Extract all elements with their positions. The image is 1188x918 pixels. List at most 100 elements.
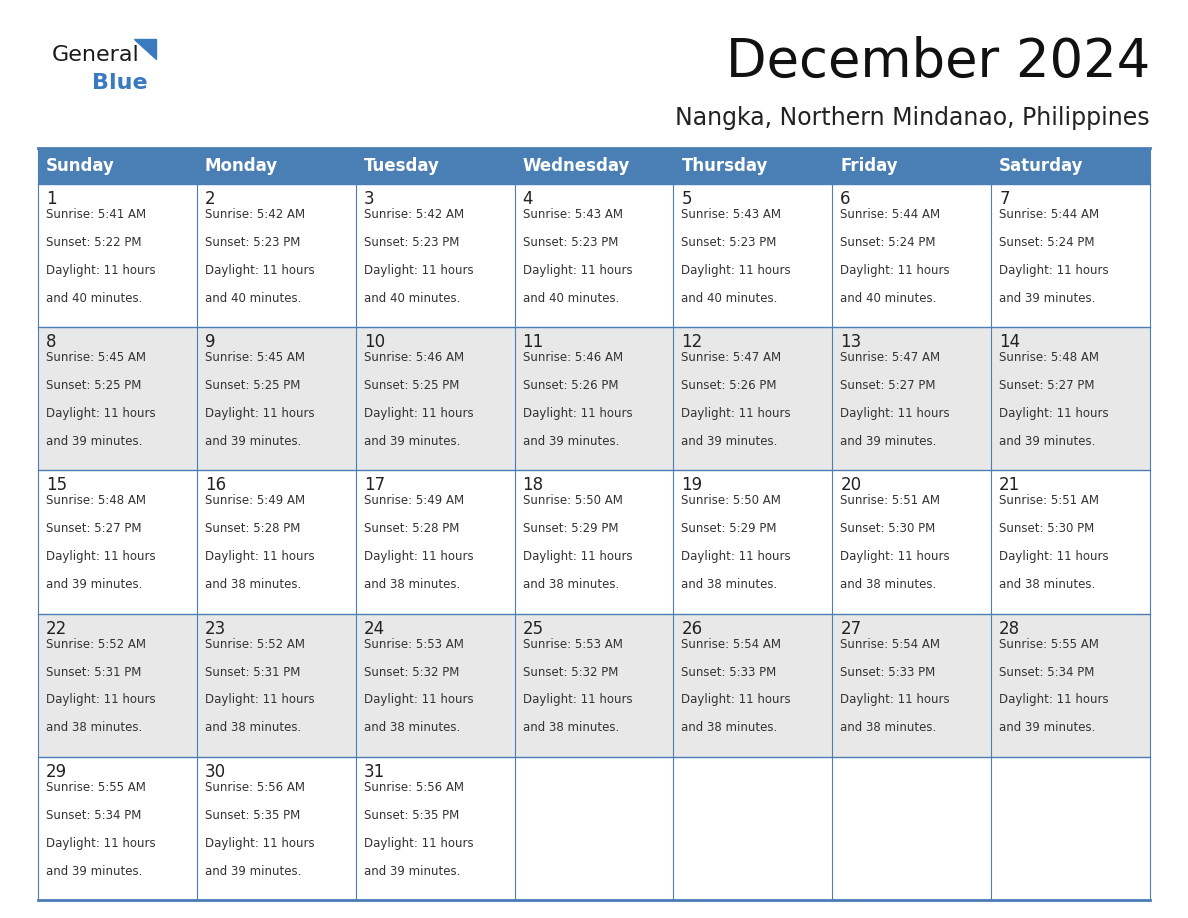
Text: and 39 minutes.: and 39 minutes. xyxy=(999,435,1095,448)
Bar xyxy=(674,470,833,613)
Text: 5: 5 xyxy=(682,190,691,208)
Bar xyxy=(514,613,674,756)
Text: Sunrise: 5:53 AM: Sunrise: 5:53 AM xyxy=(364,638,463,651)
Text: Sunset: 5:27 PM: Sunset: 5:27 PM xyxy=(999,379,1094,392)
Bar xyxy=(355,470,514,613)
Text: 30: 30 xyxy=(204,763,226,781)
Text: Sunset: 5:23 PM: Sunset: 5:23 PM xyxy=(523,236,618,249)
Text: Monday: Monday xyxy=(204,157,278,175)
Text: and 39 minutes.: and 39 minutes. xyxy=(204,865,302,878)
Text: Sunrise: 5:44 AM: Sunrise: 5:44 AM xyxy=(840,208,941,221)
Text: 10: 10 xyxy=(364,333,385,352)
Text: Sunrise: 5:45 AM: Sunrise: 5:45 AM xyxy=(204,352,305,364)
Bar xyxy=(674,327,833,470)
Text: 9: 9 xyxy=(204,333,215,352)
Bar xyxy=(991,184,1150,327)
Text: 31: 31 xyxy=(364,763,385,781)
Text: and 39 minutes.: and 39 minutes. xyxy=(523,435,619,448)
Text: and 38 minutes.: and 38 minutes. xyxy=(523,722,619,734)
Text: and 38 minutes.: and 38 minutes. xyxy=(682,722,778,734)
Text: Daylight: 11 hours: Daylight: 11 hours xyxy=(999,263,1108,277)
Text: and 39 minutes.: and 39 minutes. xyxy=(204,435,302,448)
Text: Daylight: 11 hours: Daylight: 11 hours xyxy=(682,407,791,420)
Text: Sunrise: 5:52 AM: Sunrise: 5:52 AM xyxy=(46,638,146,651)
Text: and 38 minutes.: and 38 minutes. xyxy=(46,722,143,734)
Text: Sunset: 5:23 PM: Sunset: 5:23 PM xyxy=(204,236,301,249)
Bar xyxy=(355,613,514,756)
Bar xyxy=(38,756,197,900)
Text: Sunset: 5:26 PM: Sunset: 5:26 PM xyxy=(682,379,777,392)
Text: 2: 2 xyxy=(204,190,215,208)
Text: Sunset: 5:34 PM: Sunset: 5:34 PM xyxy=(46,809,141,822)
Bar xyxy=(674,613,833,756)
Text: Daylight: 11 hours: Daylight: 11 hours xyxy=(46,263,156,277)
Bar xyxy=(355,327,514,470)
Text: Daylight: 11 hours: Daylight: 11 hours xyxy=(46,693,156,707)
Bar xyxy=(991,327,1150,470)
Text: Nangka, Northern Mindanao, Philippines: Nangka, Northern Mindanao, Philippines xyxy=(675,106,1150,130)
Text: and 38 minutes.: and 38 minutes. xyxy=(523,578,619,591)
Text: and 38 minutes.: and 38 minutes. xyxy=(204,722,301,734)
Text: Sunset: 5:31 PM: Sunset: 5:31 PM xyxy=(46,666,141,678)
Text: Sunset: 5:23 PM: Sunset: 5:23 PM xyxy=(364,236,459,249)
Text: Sunday: Sunday xyxy=(46,157,115,175)
Text: Sunset: 5:30 PM: Sunset: 5:30 PM xyxy=(840,522,935,535)
Bar xyxy=(514,327,674,470)
Text: Daylight: 11 hours: Daylight: 11 hours xyxy=(840,693,950,707)
Text: 4: 4 xyxy=(523,190,533,208)
Text: Sunrise: 5:50 AM: Sunrise: 5:50 AM xyxy=(682,495,782,508)
Text: Daylight: 11 hours: Daylight: 11 hours xyxy=(999,407,1108,420)
Text: Sunset: 5:22 PM: Sunset: 5:22 PM xyxy=(46,236,141,249)
Text: Sunset: 5:25 PM: Sunset: 5:25 PM xyxy=(204,379,301,392)
Text: 29: 29 xyxy=(46,763,68,781)
Text: and 39 minutes.: and 39 minutes. xyxy=(364,435,460,448)
Text: and 38 minutes.: and 38 minutes. xyxy=(204,578,301,591)
Bar xyxy=(197,756,355,900)
Text: Sunrise: 5:44 AM: Sunrise: 5:44 AM xyxy=(999,208,1099,221)
Text: Sunset: 5:35 PM: Sunset: 5:35 PM xyxy=(364,809,459,822)
Text: Sunset: 5:28 PM: Sunset: 5:28 PM xyxy=(364,522,459,535)
Text: Sunrise: 5:41 AM: Sunrise: 5:41 AM xyxy=(46,208,146,221)
Bar xyxy=(833,184,991,327)
Bar xyxy=(991,613,1150,756)
Text: and 40 minutes.: and 40 minutes. xyxy=(523,292,619,305)
Bar xyxy=(991,756,1150,900)
Text: Sunset: 5:34 PM: Sunset: 5:34 PM xyxy=(999,666,1094,678)
Text: 27: 27 xyxy=(840,620,861,638)
Bar xyxy=(355,184,514,327)
Bar xyxy=(833,756,991,900)
Text: Sunrise: 5:51 AM: Sunrise: 5:51 AM xyxy=(840,495,940,508)
Bar xyxy=(991,470,1150,613)
Text: Sunset: 5:26 PM: Sunset: 5:26 PM xyxy=(523,379,618,392)
Bar xyxy=(514,148,674,184)
Text: Daylight: 11 hours: Daylight: 11 hours xyxy=(682,693,791,707)
Bar xyxy=(355,148,514,184)
Text: 16: 16 xyxy=(204,476,226,495)
Text: 24: 24 xyxy=(364,620,385,638)
Bar xyxy=(514,470,674,613)
Text: Daylight: 11 hours: Daylight: 11 hours xyxy=(364,407,473,420)
Text: Sunrise: 5:48 AM: Sunrise: 5:48 AM xyxy=(46,495,146,508)
Text: 21: 21 xyxy=(999,476,1020,495)
Text: 20: 20 xyxy=(840,476,861,495)
Text: and 39 minutes.: and 39 minutes. xyxy=(46,578,143,591)
Text: and 39 minutes.: and 39 minutes. xyxy=(46,435,143,448)
Text: Sunset: 5:27 PM: Sunset: 5:27 PM xyxy=(840,379,936,392)
Text: Daylight: 11 hours: Daylight: 11 hours xyxy=(46,836,156,850)
Text: and 38 minutes.: and 38 minutes. xyxy=(364,722,460,734)
Text: 7: 7 xyxy=(999,190,1010,208)
Text: Sunrise: 5:55 AM: Sunrise: 5:55 AM xyxy=(999,638,1099,651)
Text: Daylight: 11 hours: Daylight: 11 hours xyxy=(840,407,950,420)
Text: Sunrise: 5:53 AM: Sunrise: 5:53 AM xyxy=(523,638,623,651)
Text: Saturday: Saturday xyxy=(999,157,1083,175)
Text: Daylight: 11 hours: Daylight: 11 hours xyxy=(523,263,632,277)
Text: Daylight: 11 hours: Daylight: 11 hours xyxy=(364,836,473,850)
Text: and 40 minutes.: and 40 minutes. xyxy=(204,292,302,305)
Text: Sunset: 5:27 PM: Sunset: 5:27 PM xyxy=(46,522,141,535)
Text: Sunrise: 5:43 AM: Sunrise: 5:43 AM xyxy=(523,208,623,221)
Text: 23: 23 xyxy=(204,620,226,638)
Text: 12: 12 xyxy=(682,333,702,352)
Bar xyxy=(38,148,197,184)
Text: Sunrise: 5:52 AM: Sunrise: 5:52 AM xyxy=(204,638,305,651)
Text: and 40 minutes.: and 40 minutes. xyxy=(840,292,936,305)
